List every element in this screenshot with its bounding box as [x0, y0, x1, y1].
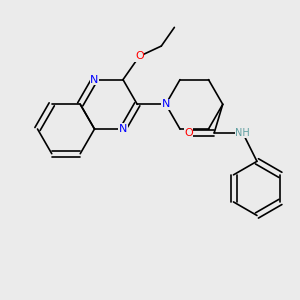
Text: O: O — [184, 128, 193, 138]
Text: N: N — [90, 75, 99, 85]
Text: N: N — [119, 124, 127, 134]
Text: N: N — [162, 99, 170, 109]
Text: NH: NH — [235, 128, 250, 138]
Text: O: O — [135, 51, 144, 61]
